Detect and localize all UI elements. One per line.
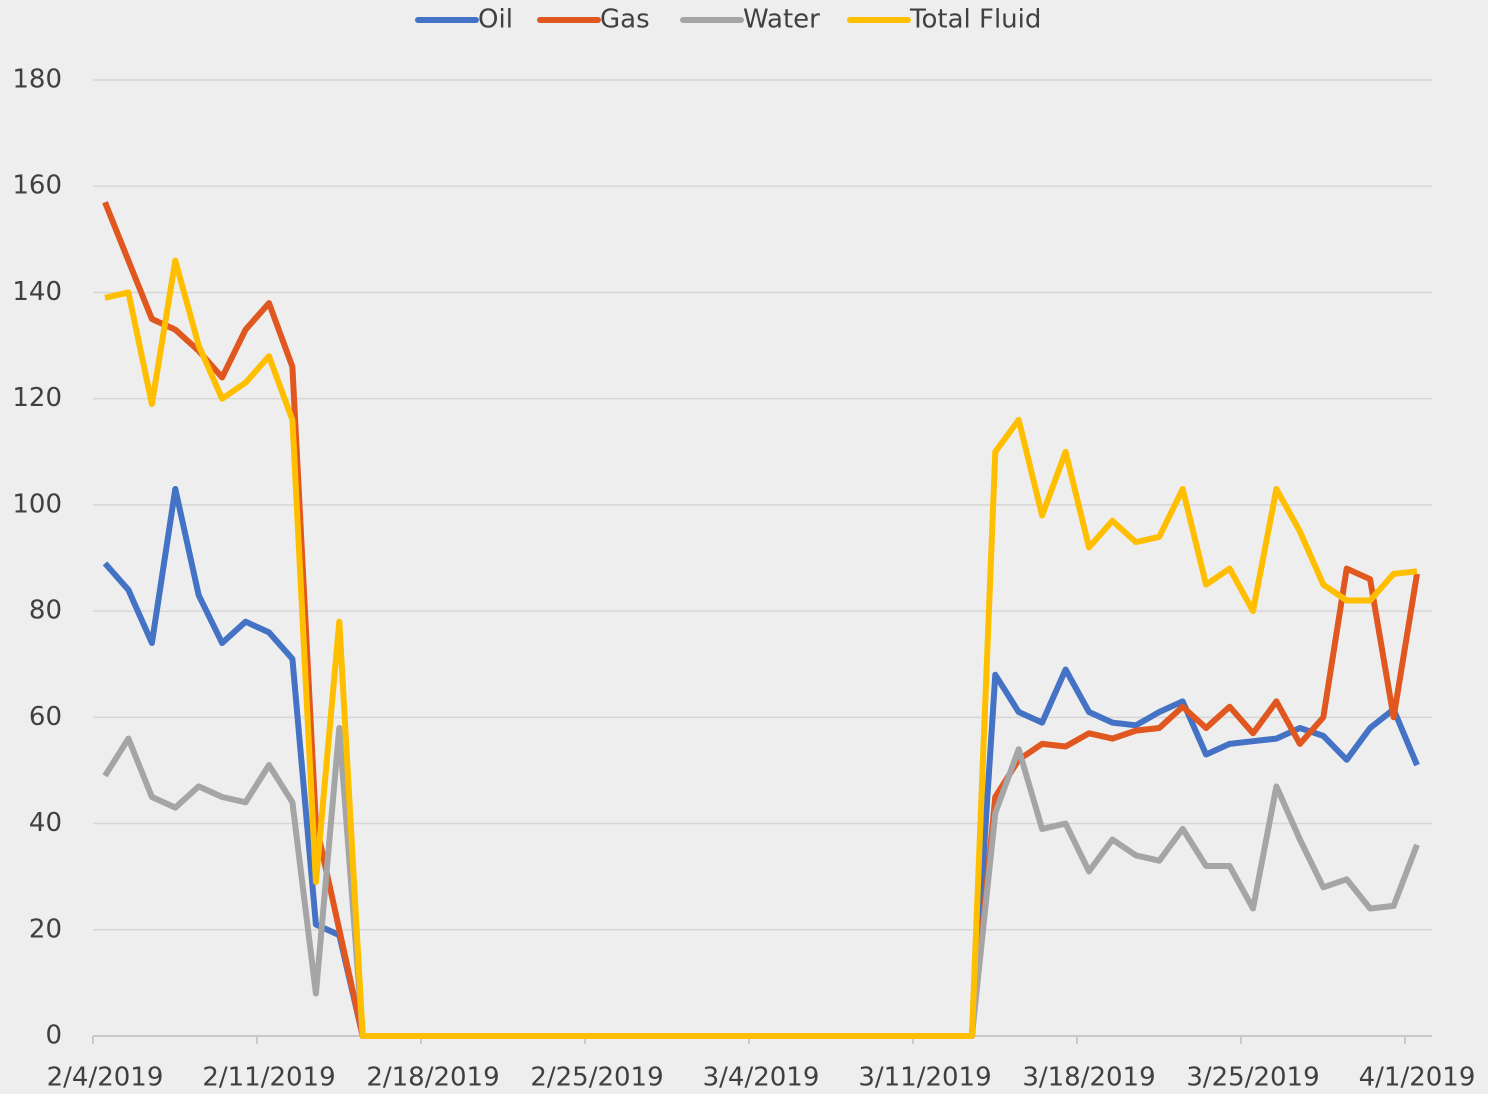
y-tick-label: 140 — [12, 277, 62, 307]
x-tick-label: 2/11/2019 — [202, 1063, 335, 1093]
y-tick-label: 0 — [45, 1021, 62, 1051]
legend-label: Oil — [478, 5, 513, 35]
y-tick-label: 60 — [29, 702, 62, 732]
x-tick-label: 3/11/2019 — [858, 1063, 991, 1093]
legend-label: Total Fluid — [909, 5, 1041, 35]
y-tick-label: 100 — [12, 489, 62, 519]
x-tick-label: 2/18/2019 — [366, 1063, 499, 1093]
x-tick-label: 2/25/2019 — [530, 1063, 663, 1093]
y-tick-label: 180 — [12, 65, 62, 95]
y-tick-label: 40 — [29, 808, 62, 838]
x-tick-label: 2/4/2019 — [47, 1063, 164, 1093]
y-tick-label: 20 — [29, 914, 62, 944]
x-tick-label: 4/1/2019 — [1359, 1063, 1476, 1093]
legend-label: Gas — [600, 5, 650, 35]
x-tick-label: 3/4/2019 — [703, 1063, 820, 1093]
legend-label: Water — [743, 5, 820, 35]
y-tick-label: 160 — [12, 171, 62, 201]
series-line — [104, 257, 1418, 1039]
x-tick-label: 3/18/2019 — [1022, 1063, 1155, 1093]
y-tick-label: 120 — [12, 383, 62, 413]
x-tick-label: 3/25/2019 — [1186, 1063, 1319, 1093]
y-tick-label: 80 — [29, 596, 62, 626]
